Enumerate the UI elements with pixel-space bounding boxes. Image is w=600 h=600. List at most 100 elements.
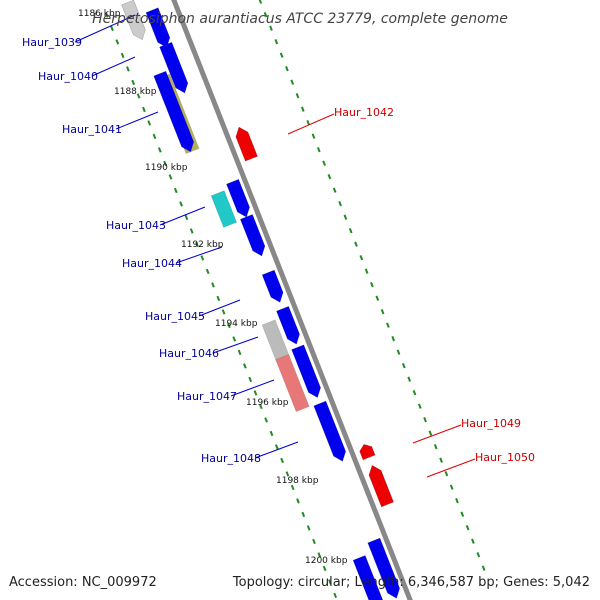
tick-dot — [173, 187, 178, 194]
tick-dot — [269, 25, 273, 31]
gene-label-haur_1048[interactable]: Haur_1048 — [201, 452, 261, 465]
gene-haur_1050[interactable] — [366, 463, 394, 508]
tick-dot — [481, 565, 486, 571]
tick-dot — [200, 255, 205, 261]
tick-dot — [370, 282, 374, 288]
kbp-ticks-layer: 1186 kbp 1188 kbp 1190 kbp 1192 kbp 1194 kbp… — [78, 9, 348, 566]
tick-dot — [157, 147, 162, 153]
tick-dot — [295, 93, 300, 99]
label-leader-line — [198, 299, 241, 317]
gene-haur_1047[interactable] — [291, 344, 324, 400]
tick-dot — [444, 471, 449, 477]
feature-box[interactable] — [210, 190, 238, 228]
tick-dot — [306, 120, 311, 126]
label-leader-line — [412, 424, 462, 444]
genes-layer — [121, 0, 403, 600]
tick-dot — [317, 552, 322, 558]
gene-label-haur_1043[interactable]: Haur_1043 — [106, 219, 166, 232]
tick-dot — [237, 349, 242, 356]
gene-haur_1044[interactable] — [239, 214, 267, 258]
tick-dot — [104, 12, 109, 18]
gene-label-haur_1040[interactable]: Haur_1040 — [38, 70, 98, 83]
tick-dot — [465, 525, 470, 531]
tick-dot — [455, 498, 459, 504]
gene-label-haur_1050[interactable]: Haur_1050 — [475, 451, 535, 464]
gene-label-haur_1041[interactable]: Haur_1041 — [62, 123, 122, 136]
tick-dot — [322, 565, 327, 572]
tick-dot — [110, 25, 114, 32]
tick-dot — [205, 268, 210, 275]
gene-label-haur_1045[interactable]: Haur_1045 — [145, 310, 205, 323]
tick-dot — [375, 295, 380, 301]
tick-dot — [263, 12, 268, 18]
tick-dot — [449, 484, 454, 490]
gene-haur_1045[interactable] — [261, 269, 286, 305]
tick-dot — [232, 336, 237, 342]
gene-label-haur_1046[interactable]: Haur_1046 — [159, 347, 219, 360]
kbp-tick-label: 1186 kbp — [78, 9, 121, 19]
gene-haur_1049[interactable] — [358, 442, 376, 461]
tick-dot — [136, 93, 141, 99]
label-leader-line — [159, 206, 206, 226]
tick-dot — [264, 417, 268, 423]
tick-dot — [338, 201, 342, 207]
kbp-tick-label: 1198 kbp — [276, 476, 319, 486]
gene-haur_1046[interactable] — [276, 305, 302, 346]
gene-haur_1040[interactable] — [159, 41, 191, 95]
tick-dot — [274, 39, 279, 45]
tick-dot — [322, 160, 326, 166]
tick-dot — [195, 241, 199, 248]
tick-dot — [311, 133, 316, 139]
gene-haur_1042[interactable] — [233, 125, 258, 162]
tick-dot — [433, 444, 438, 450]
tick-dot — [269, 430, 274, 437]
tick-dot — [142, 106, 146, 113]
feature-box[interactable] — [275, 353, 310, 413]
tick-dot — [184, 214, 189, 221]
kbp-tick-label: 1200 kbp — [305, 556, 348, 566]
label-leader-line — [254, 441, 299, 459]
label-leader-line — [115, 111, 159, 130]
tick-dot — [476, 552, 481, 558]
gene-glyph[interactable] — [367, 537, 403, 600]
label-leader-line — [91, 56, 136, 77]
tick-dot — [364, 268, 369, 274]
tick-dot — [120, 52, 125, 59]
kbp-tick-label: 1196 kbp — [246, 398, 289, 408]
gene-labels-layer: Haur_1039 Haur_1040 Haur_1041 Haur_1042 Haur… — [22, 14, 535, 478]
tick-dot — [333, 592, 338, 599]
label-leader-line — [212, 336, 259, 354]
tick-dot — [312, 538, 316, 545]
gene-glyph[interactable] — [121, 0, 149, 42]
gene-label-haur_1039[interactable]: Haur_1039 — [22, 36, 82, 49]
tick-dot — [417, 403, 422, 409]
gene-haur_1041[interactable] — [153, 70, 197, 154]
gene-haur_1043[interactable] — [226, 178, 252, 219]
tick-dot — [253, 390, 258, 396]
tick-dot — [423, 417, 427, 423]
gene-glyph[interactable] — [352, 555, 388, 600]
tick-dot — [332, 187, 337, 193]
gene-label-haur_1049[interactable]: Haur_1049 — [461, 417, 521, 430]
tick-dot — [386, 322, 390, 328]
gene-haur_1048[interactable] — [313, 400, 349, 463]
tick-dot — [471, 538, 475, 544]
tick-dot — [290, 79, 295, 85]
tick-dot — [258, 403, 263, 410]
tick-dot — [248, 376, 253, 383]
tick-dot — [328, 579, 332, 585]
genome-backbone — [171, 0, 413, 600]
tick-dot — [301, 511, 306, 518]
tick-dot — [343, 214, 348, 220]
tick-dot — [163, 160, 167, 167]
gene-label-haur_1042[interactable]: Haur_1042 — [334, 106, 394, 119]
tick-dot — [354, 241, 358, 247]
tick-dot — [243, 363, 247, 369]
gene-haur_1039[interactable] — [145, 7, 173, 50]
gene-label-haur_1047[interactable]: Haur_1047 — [177, 390, 237, 403]
tick-dot — [428, 430, 433, 436]
tick-dots-layer — [104, 0, 486, 599]
gene-label-haur_1044[interactable]: Haur_1044 — [122, 257, 182, 270]
